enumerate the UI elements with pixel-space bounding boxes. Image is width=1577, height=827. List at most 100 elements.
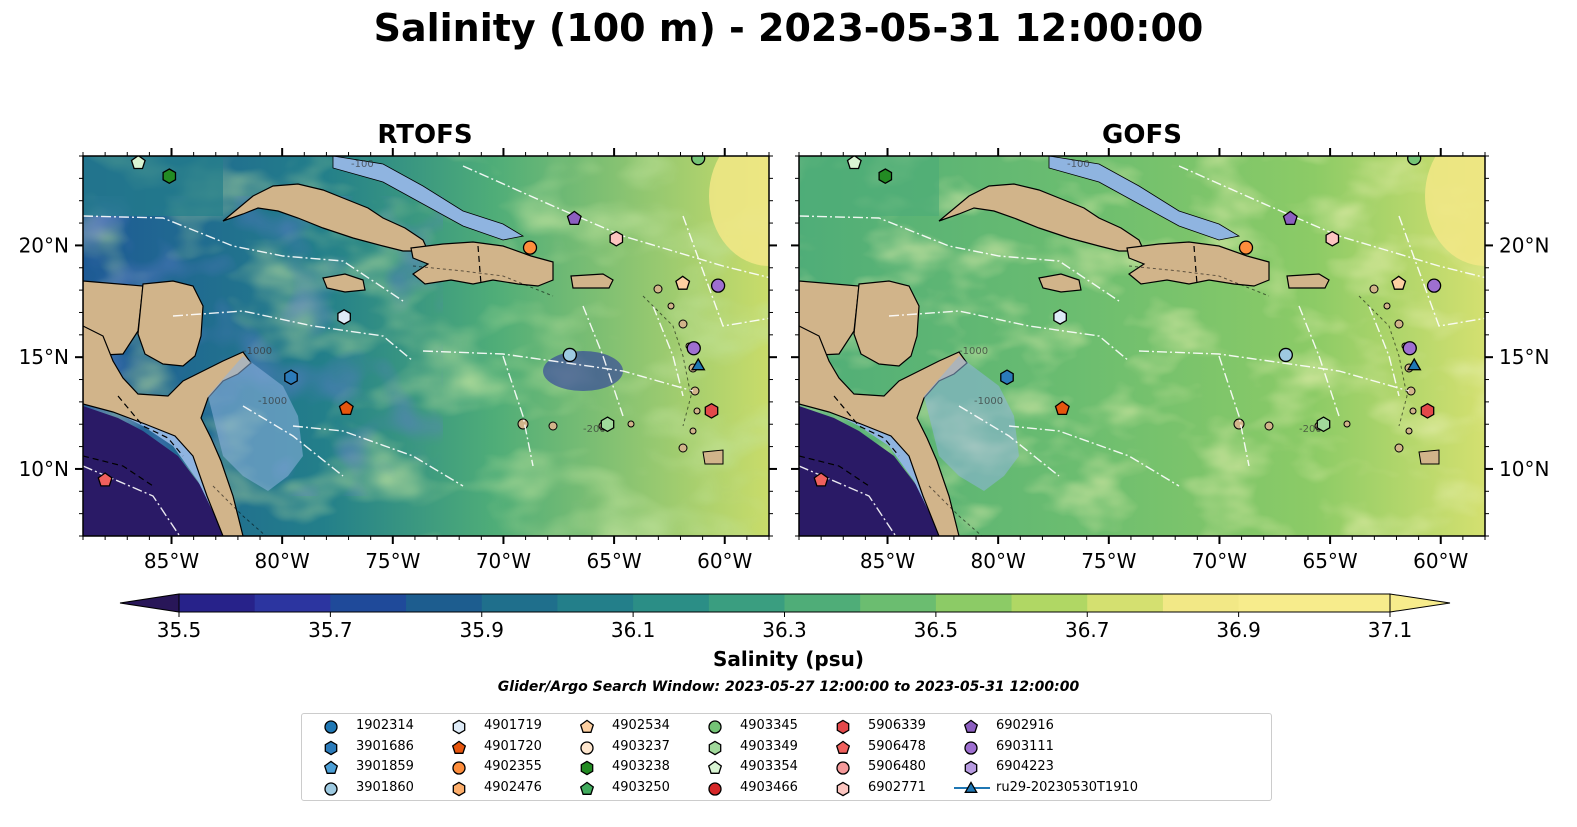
obs-marker-4903238 <box>162 168 177 185</box>
legend-marker-icon <box>579 781 595 795</box>
legend-marker-icon <box>836 781 850 796</box>
legend-label: 3901860 <box>356 779 414 795</box>
map-panel-rtofs: -1000 -100 -200 -1000 85°W 80°W 75°W 70°W 65°W 60… <box>19 148 777 573</box>
contour-label: -200 <box>583 424 606 435</box>
obs-marker-3901686 <box>1000 369 1014 386</box>
colorbar-label: Salinity (psu) <box>712 647 864 671</box>
colorbar-bin <box>481 594 558 612</box>
legend-marker-icon <box>963 719 979 733</box>
colorbar-tick-label: 35.5 <box>157 618 202 642</box>
contour-label: -200 <box>1299 424 1322 435</box>
colorbar-bin <box>1087 594 1164 612</box>
legend-label: 1902314 <box>356 718 414 733</box>
obs-marker-6902916 <box>1282 210 1298 226</box>
legend-marker-icon <box>324 740 338 755</box>
obs-marker-5906339 <box>704 402 719 419</box>
colorbar-bin <box>1238 594 1315 612</box>
lon-tick-label: 80°W <box>971 549 1026 573</box>
obs-marker-3901860 <box>562 347 577 363</box>
lat-tick-label: 10°N <box>19 457 69 481</box>
contour-label: -1000 <box>258 396 287 407</box>
colorbar-bin <box>784 594 861 612</box>
lat-tick-label: 20°N <box>1499 233 1549 257</box>
obs-marker-5906478 <box>813 472 829 487</box>
obs-marker-4901720 <box>338 400 354 416</box>
legend-label: 4902534 <box>612 718 670 733</box>
legend: 1902314 3901686 3901859 3901860 4901719 49017… <box>301 713 1272 801</box>
colorbar-bin <box>633 594 710 612</box>
obs-marker-ru29-20230530T1910 <box>690 357 706 371</box>
obs-marker-4901720 <box>1054 400 1070 416</box>
obs-marker-4903354 <box>130 156 146 170</box>
obs-marker-3901686 <box>284 369 298 386</box>
lon-tick-label: 85°W <box>860 549 915 573</box>
lon-tick-label: 85°W <box>144 549 199 573</box>
obs-marker-6903111 <box>710 278 726 293</box>
contour-label: -100 <box>1067 159 1090 170</box>
obs-marker-4902355 <box>522 240 538 255</box>
obs-marker-4902534 <box>675 275 691 290</box>
figure-title: Salinity (100 m) - 2023-05-31 12:00:00 <box>373 6 1204 50</box>
legend-marker-icon <box>580 740 594 755</box>
legend-label: 4903237 <box>612 738 670 754</box>
colorbar-extend-min <box>119 593 180 613</box>
map-frame <box>798 155 1486 537</box>
colorbar-bin <box>406 594 483 612</box>
obs-marker-6902771 <box>609 230 624 247</box>
lon-tick-label: 60°W <box>1413 549 1468 573</box>
legend-label: 4901719 <box>484 718 542 733</box>
legend-label: ru29-20230530T1910 <box>996 779 1139 795</box>
search-window-text: Glider/Argo Search Window: 2023-05-27 12… <box>497 679 1080 695</box>
colorbar-tick-label: 37.1 <box>1368 618 1413 642</box>
obs-marker-4901719 <box>337 309 351 325</box>
colorbar-tick-label: 36.1 <box>611 618 656 642</box>
legend-label: 4903354 <box>740 759 798 774</box>
colorbar-tick-label: 35.9 <box>459 618 504 642</box>
lat-tick-label: 15°N <box>19 345 69 369</box>
legend-marker-icon <box>323 760 339 774</box>
legend-label: 3901686 <box>356 738 414 754</box>
contour-label: -100 <box>351 159 374 170</box>
colorbar: 35.5 35.7 35.9 36.1 36.3 36.5 36.7 36.9 37.1 <box>119 593 1451 642</box>
colorbar-extend-max <box>1389 593 1451 613</box>
legend-marker-icon <box>579 719 595 733</box>
colorbar-bin <box>557 594 634 612</box>
legend-label: 4902355 <box>484 759 542 774</box>
contour-label: -1000 <box>243 346 272 357</box>
obs-marker-4903349 <box>1316 416 1331 433</box>
lon-tick-label: 70°W <box>476 549 531 573</box>
legend-marker-icon <box>580 760 594 776</box>
colorbar-bin <box>935 594 1013 612</box>
lon-tick-label: 75°W <box>1081 549 1136 573</box>
obs-marker-5906478 <box>97 472 113 487</box>
colorbar-tick-label: 36.7 <box>1065 618 1110 642</box>
legend-marker-icon <box>836 719 850 735</box>
lat-tick-label: 10°N <box>1499 457 1549 481</box>
colorbar-tick-label: 35.7 <box>308 618 353 642</box>
legend-label: 6903111 <box>996 738 1054 754</box>
colorbar-tick-label: 36.5 <box>914 618 959 642</box>
obs-marker-6903111 <box>686 341 701 356</box>
legend-marker-icon <box>324 781 338 796</box>
obs-marker-6903111 <box>1402 341 1417 356</box>
obs-marker-4903345 <box>1407 156 1422 166</box>
lon-tick-label: 65°W <box>1302 549 1357 573</box>
legend-label: 4903349 <box>740 738 798 754</box>
legend-label: 4903250 <box>612 779 670 795</box>
obs-marker-4903354 <box>846 156 862 170</box>
legend-label: 4903238 <box>612 759 670 774</box>
legend-marker-icon <box>964 760 978 776</box>
legend-marker-icon <box>452 719 466 735</box>
legend-label: 5906478 <box>868 738 926 754</box>
obs-marker-3901860 <box>1278 347 1293 363</box>
legend-label: 4903466 <box>740 779 798 795</box>
legend-marker-icon <box>452 781 466 796</box>
colorbar-bin <box>860 594 937 612</box>
legend-marker-icon <box>707 760 723 774</box>
obs-marker-4902534 <box>1391 275 1407 290</box>
obs-marker-4903349 <box>600 416 615 433</box>
lon-tick-label: 65°W <box>586 549 641 573</box>
obs-marker-5906339 <box>1420 402 1435 419</box>
obs-marker-4903238 <box>878 168 893 185</box>
